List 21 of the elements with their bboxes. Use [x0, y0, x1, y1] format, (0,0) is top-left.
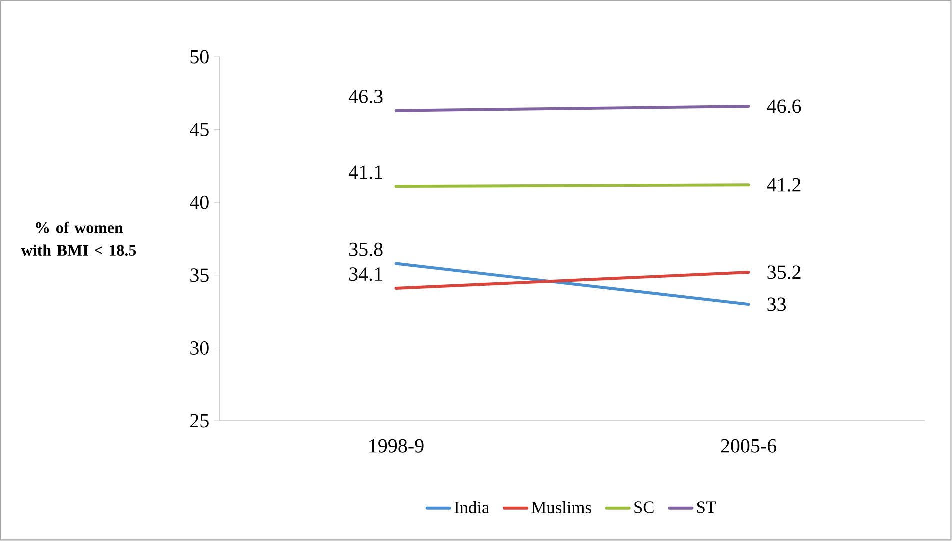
data-label: 33: [768, 298, 786, 312]
y-tick-label: 50: [190, 50, 209, 64]
legend-label: SC: [634, 502, 654, 514]
data-label: 46.3: [348, 90, 383, 104]
data-label: 34.1: [350, 268, 382, 282]
x-tick-label: 1998-9: [370, 439, 424, 453]
legend-label: India: [454, 501, 490, 514]
y-tick-label: 25: [190, 414, 209, 428]
y-axis-title: % of women with BMI < 18.5: [21, 222, 136, 256]
data-label: 35.8: [350, 242, 383, 256]
legend-label: ST: [697, 502, 716, 514]
y-tick-label: 35: [190, 268, 209, 282]
legend-label: Muslims: [532, 501, 592, 514]
data-label: 41.1: [348, 166, 382, 180]
y-tick-label: 30: [190, 341, 209, 355]
x-tick-label: 2005-6: [721, 439, 776, 453]
y-tick-label: 45: [190, 123, 209, 136]
data-label: 41.2: [767, 178, 801, 192]
data-label: 46.6: [767, 100, 802, 114]
data-label: 35.2: [768, 266, 801, 280]
y-tick-label: 40: [190, 196, 209, 210]
